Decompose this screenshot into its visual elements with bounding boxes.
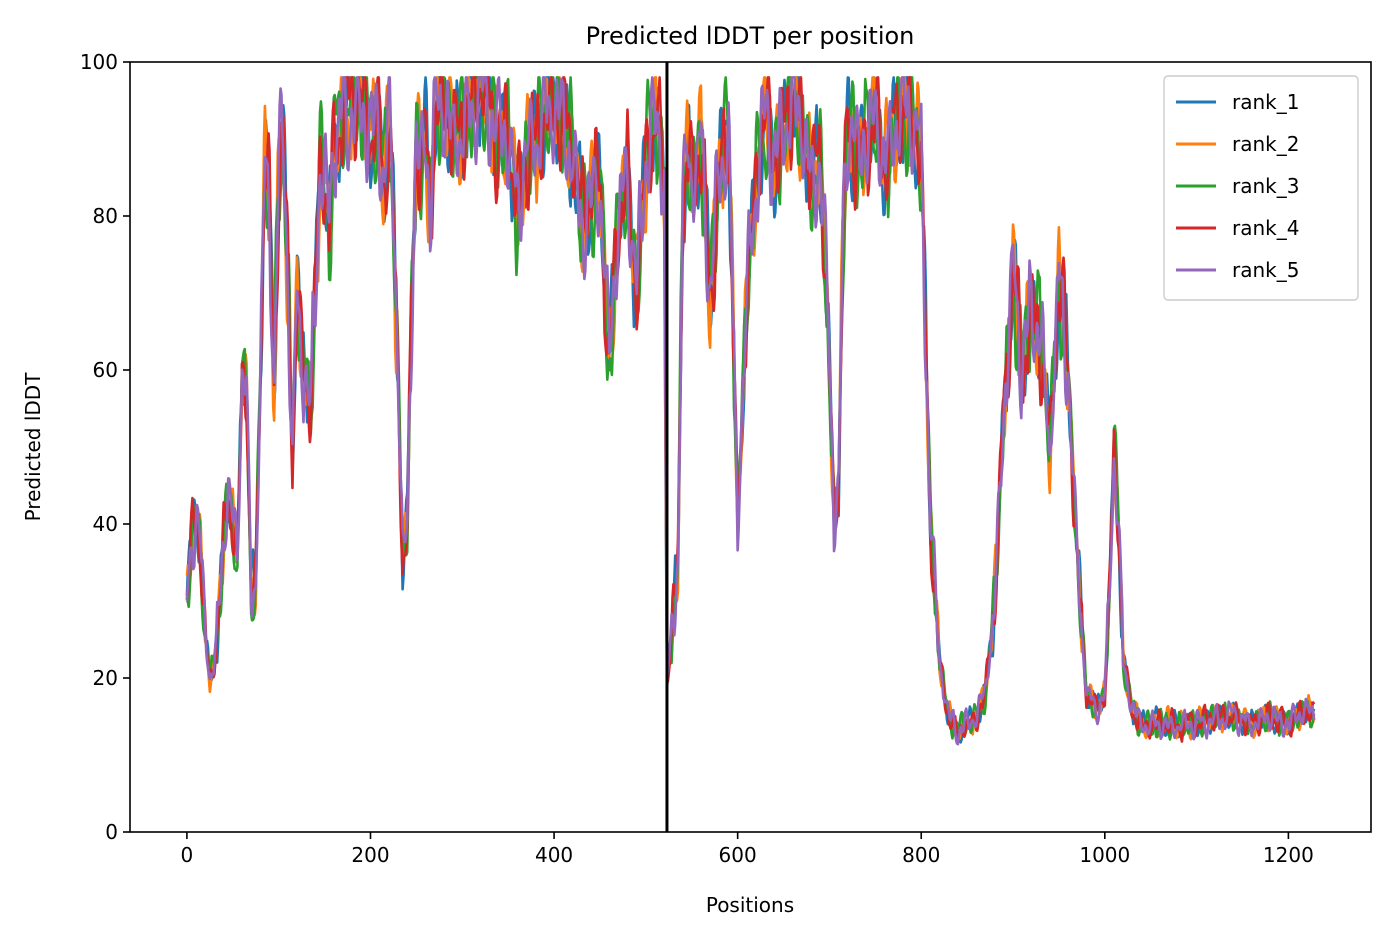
series-line-rank_5 — [185, 76, 1316, 746]
x-tick-label: 1200 — [1263, 843, 1314, 867]
plot-frame — [129, 61, 1372, 833]
y-tick-label: 40 — [93, 512, 118, 536]
legend-label: rank_5 — [1232, 258, 1299, 282]
legend-label: rank_2 — [1232, 132, 1299, 156]
y-tick-label: 60 — [93, 358, 118, 382]
x-tick-label: 1000 — [1079, 843, 1130, 867]
legend: rank_1 rank_2 rank_3 rank_4 rank_5 — [1163, 75, 1359, 301]
y-axis-label: Predicted lDDT — [21, 372, 45, 522]
x-tick-label: 600 — [719, 843, 757, 867]
y-tick-label: 100 — [80, 50, 118, 74]
y-axis: 0 20 40 60 80 100 — [80, 50, 130, 844]
legend-label: rank_3 — [1232, 174, 1299, 198]
legend-label: rank_1 — [1232, 90, 1299, 114]
y-tick-label: 80 — [93, 204, 118, 228]
plot-area — [129, 61, 1372, 833]
y-tick-label: 0 — [105, 820, 118, 844]
y-tick-label: 20 — [93, 666, 118, 690]
x-axis: 0 200 400 600 800 1000 1200 — [181, 832, 1314, 867]
legend-box — [1163, 75, 1359, 301]
x-tick-label: 200 — [351, 843, 389, 867]
x-tick-label: 400 — [535, 843, 573, 867]
x-axis-label: Positions — [706, 893, 794, 917]
x-tick-label: 0 — [181, 843, 194, 867]
chart-title: Predicted lDDT per position — [586, 22, 915, 50]
series-layer — [185, 76, 1316, 746]
x-tick-label: 800 — [902, 843, 940, 867]
legend-label: rank_4 — [1232, 216, 1299, 240]
